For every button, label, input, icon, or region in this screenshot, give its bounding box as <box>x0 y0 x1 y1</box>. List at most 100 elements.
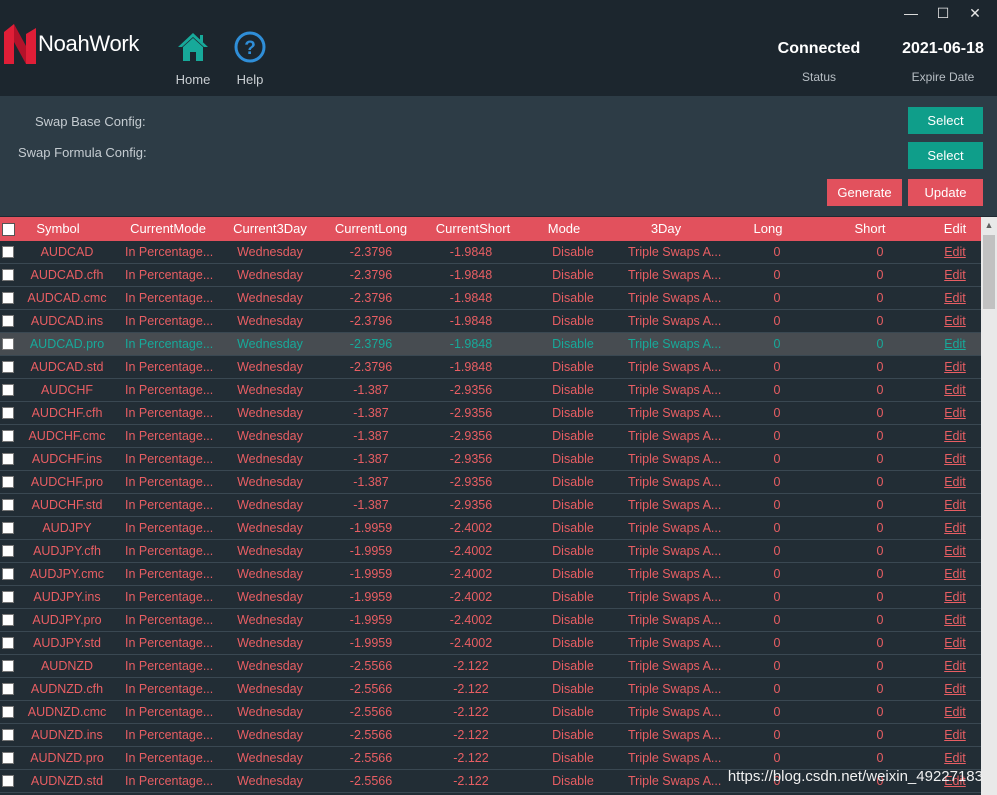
help-button[interactable]: ? Help <box>220 30 280 87</box>
edit-link[interactable]: Edit <box>944 383 966 397</box>
row-checkbox[interactable] <box>2 752 14 764</box>
select-all-checkbox[interactable] <box>2 223 15 236</box>
edit-link[interactable]: Edit <box>944 613 966 627</box>
edit-link[interactable]: Edit <box>944 774 966 788</box>
row-checkbox[interactable] <box>2 246 14 258</box>
table-scrollbar[interactable]: ▲ <box>981 217 997 795</box>
table-row[interactable]: AUDCHF.std In Percentage... Wednesday -1.38… <box>0 494 981 517</box>
edit-link[interactable]: Edit <box>944 475 966 489</box>
row-checkbox[interactable] <box>2 384 14 396</box>
col-short[interactable]: Short <box>854 221 886 236</box>
row-checkbox[interactable] <box>2 614 14 626</box>
table-row[interactable]: AUDNZD.ins In Percentage... Wednesday -2.55… <box>0 724 981 747</box>
cell-current-long: -2.3796 <box>349 360 393 374</box>
scroll-up-icon[interactable]: ▲ <box>984 220 994 230</box>
home-button[interactable]: Home <box>163 30 223 87</box>
table-row[interactable]: AUDJPY.std In Percentage... Wednesday -1.99… <box>0 632 981 655</box>
edit-link[interactable]: Edit <box>944 728 966 742</box>
table-row[interactable]: AUDCAD.std In Percentage... Wednesday -2.37… <box>0 356 981 379</box>
edit-link[interactable]: Edit <box>944 429 966 443</box>
update-button[interactable]: Update <box>908 179 983 206</box>
col-long[interactable]: Long <box>753 221 783 236</box>
col-symbol[interactable]: Symbol <box>36 221 80 236</box>
edit-link[interactable]: Edit <box>944 337 966 351</box>
edit-link[interactable]: Edit <box>944 245 966 259</box>
table-row[interactable]: AUDNZD In Percentage... Wednesday -2.5566 -2… <box>0 655 981 678</box>
table-row[interactable]: AUDCHF.cfh In Percentage... Wednesday -1.38… <box>0 402 981 425</box>
table-row[interactable]: AUDCHF In Percentage... Wednesday -1.387 -2.… <box>0 379 981 402</box>
generate-button[interactable]: Generate <box>827 179 902 206</box>
row-checkbox[interactable] <box>2 453 14 465</box>
watermark-text: https://blog.csdn.net/weixin_49227183 <box>727 768 983 785</box>
table-row[interactable]: AUDCAD In Percentage... Wednesday -2.3796 -1… <box>0 241 981 264</box>
table-row[interactable]: AUDJPY.cfh In Percentage... Wednesday -1.99… <box>0 540 981 563</box>
row-checkbox[interactable] <box>2 338 14 350</box>
row-checkbox[interactable] <box>2 361 14 373</box>
row-checkbox[interactable] <box>2 269 14 281</box>
table-row[interactable]: AUDCHF.ins In Percentage... Wednesday -1.38… <box>0 448 981 471</box>
edit-link[interactable]: Edit <box>944 498 966 512</box>
edit-link[interactable]: Edit <box>944 314 966 328</box>
edit-link[interactable]: Edit <box>944 360 966 374</box>
edit-link[interactable]: Edit <box>944 636 966 650</box>
row-checkbox[interactable] <box>2 660 14 672</box>
col-edit[interactable]: Edit <box>943 221 967 236</box>
row-checkbox[interactable] <box>2 545 14 557</box>
edit-link[interactable]: Edit <box>944 751 966 765</box>
col-current-short[interactable]: CurrentShort <box>435 221 511 236</box>
col-mode[interactable]: Mode <box>547 221 581 236</box>
table-row[interactable]: AUDCHF.pro In Percentage... Wednesday -1.38… <box>0 471 981 494</box>
select-base-button[interactable]: Select <box>908 107 983 134</box>
row-checkbox[interactable] <box>2 729 14 741</box>
col-3day[interactable]: 3Day <box>650 221 682 236</box>
table-row[interactable]: AUDCAD.cfh In Percentage... Wednesday -2.37… <box>0 264 981 287</box>
edit-link[interactable]: Edit <box>944 291 966 305</box>
row-checkbox[interactable] <box>2 683 14 695</box>
row-checkbox[interactable] <box>2 522 14 534</box>
edit-link[interactable]: Edit <box>944 705 966 719</box>
edit-link[interactable]: Edit <box>944 544 966 558</box>
table-row[interactable]: AUDNZD.cmc In Percentage... Wednesday -2.55… <box>0 701 981 724</box>
table-row[interactable]: AUDCAD.ins In Percentage... Wednesday -2.37… <box>0 310 981 333</box>
row-checkbox[interactable] <box>2 292 14 304</box>
table-row[interactable]: AUDCHF.cmc In Percentage... Wednesday -1.38… <box>0 425 981 448</box>
row-checkbox[interactable] <box>2 706 14 718</box>
table-row[interactable]: AUDJPY In Percentage... Wednesday -1.9959 -2… <box>0 517 981 540</box>
table-row[interactable]: AUDJPY.cmc In Percentage... Wednesday -1.99… <box>0 563 981 586</box>
close-button[interactable]: ✕ <box>969 5 981 21</box>
row-checkbox[interactable] <box>2 637 14 649</box>
minimize-button[interactable]: — <box>904 5 918 21</box>
table-row[interactable]: AUDNZD.std In Percentage... Wednesday -2.55… <box>0 770 981 793</box>
edit-link[interactable]: Edit <box>944 406 966 420</box>
cell-long: 0 <box>773 774 781 788</box>
table-row[interactable]: AUDNZD.pro In Percentage... Wednesday -2.55… <box>0 747 981 770</box>
table-row[interactable]: AUDCAD.pro In Percentage... Wednesday -2.37… <box>0 333 981 356</box>
table-row[interactable]: AUDNZD.cfh In Percentage... Wednesday -2.55… <box>0 678 981 701</box>
row-checkbox[interactable] <box>2 591 14 603</box>
table-row[interactable]: AUDCAD.cmc In Percentage... Wednesday -2.37… <box>0 287 981 310</box>
select-formula-button[interactable]: Select <box>908 142 983 169</box>
table-row[interactable]: AUDJPY.pro In Percentage... Wednesday -1.99… <box>0 609 981 632</box>
row-checkbox[interactable] <box>2 499 14 511</box>
edit-link[interactable]: Edit <box>944 452 966 466</box>
cell-3day: Triple Swaps A... <box>628 613 722 627</box>
table-row[interactable]: AUDJPY.ins In Percentage... Wednesday -1.99… <box>0 586 981 609</box>
col-current-mode[interactable]: CurrentMode <box>130 221 206 236</box>
cell-symbol: AUDJPY.ins <box>33 590 101 604</box>
col-current-long[interactable]: CurrentLong <box>334 221 408 236</box>
edit-link[interactable]: Edit <box>944 567 966 581</box>
edit-link[interactable]: Edit <box>944 659 966 673</box>
row-checkbox[interactable] <box>2 430 14 442</box>
scroll-thumb[interactable] <box>983 235 995 309</box>
edit-link[interactable]: Edit <box>944 682 966 696</box>
maximize-button[interactable]: ☐ <box>936 5 950 21</box>
row-checkbox[interactable] <box>2 315 14 327</box>
row-checkbox[interactable] <box>2 476 14 488</box>
row-checkbox[interactable] <box>2 775 14 787</box>
edit-link[interactable]: Edit <box>944 590 966 604</box>
row-checkbox[interactable] <box>2 568 14 580</box>
row-checkbox[interactable] <box>2 407 14 419</box>
edit-link[interactable]: Edit <box>944 268 966 282</box>
edit-link[interactable]: Edit <box>944 521 966 535</box>
col-current-3day[interactable]: Current3Day <box>233 221 307 236</box>
